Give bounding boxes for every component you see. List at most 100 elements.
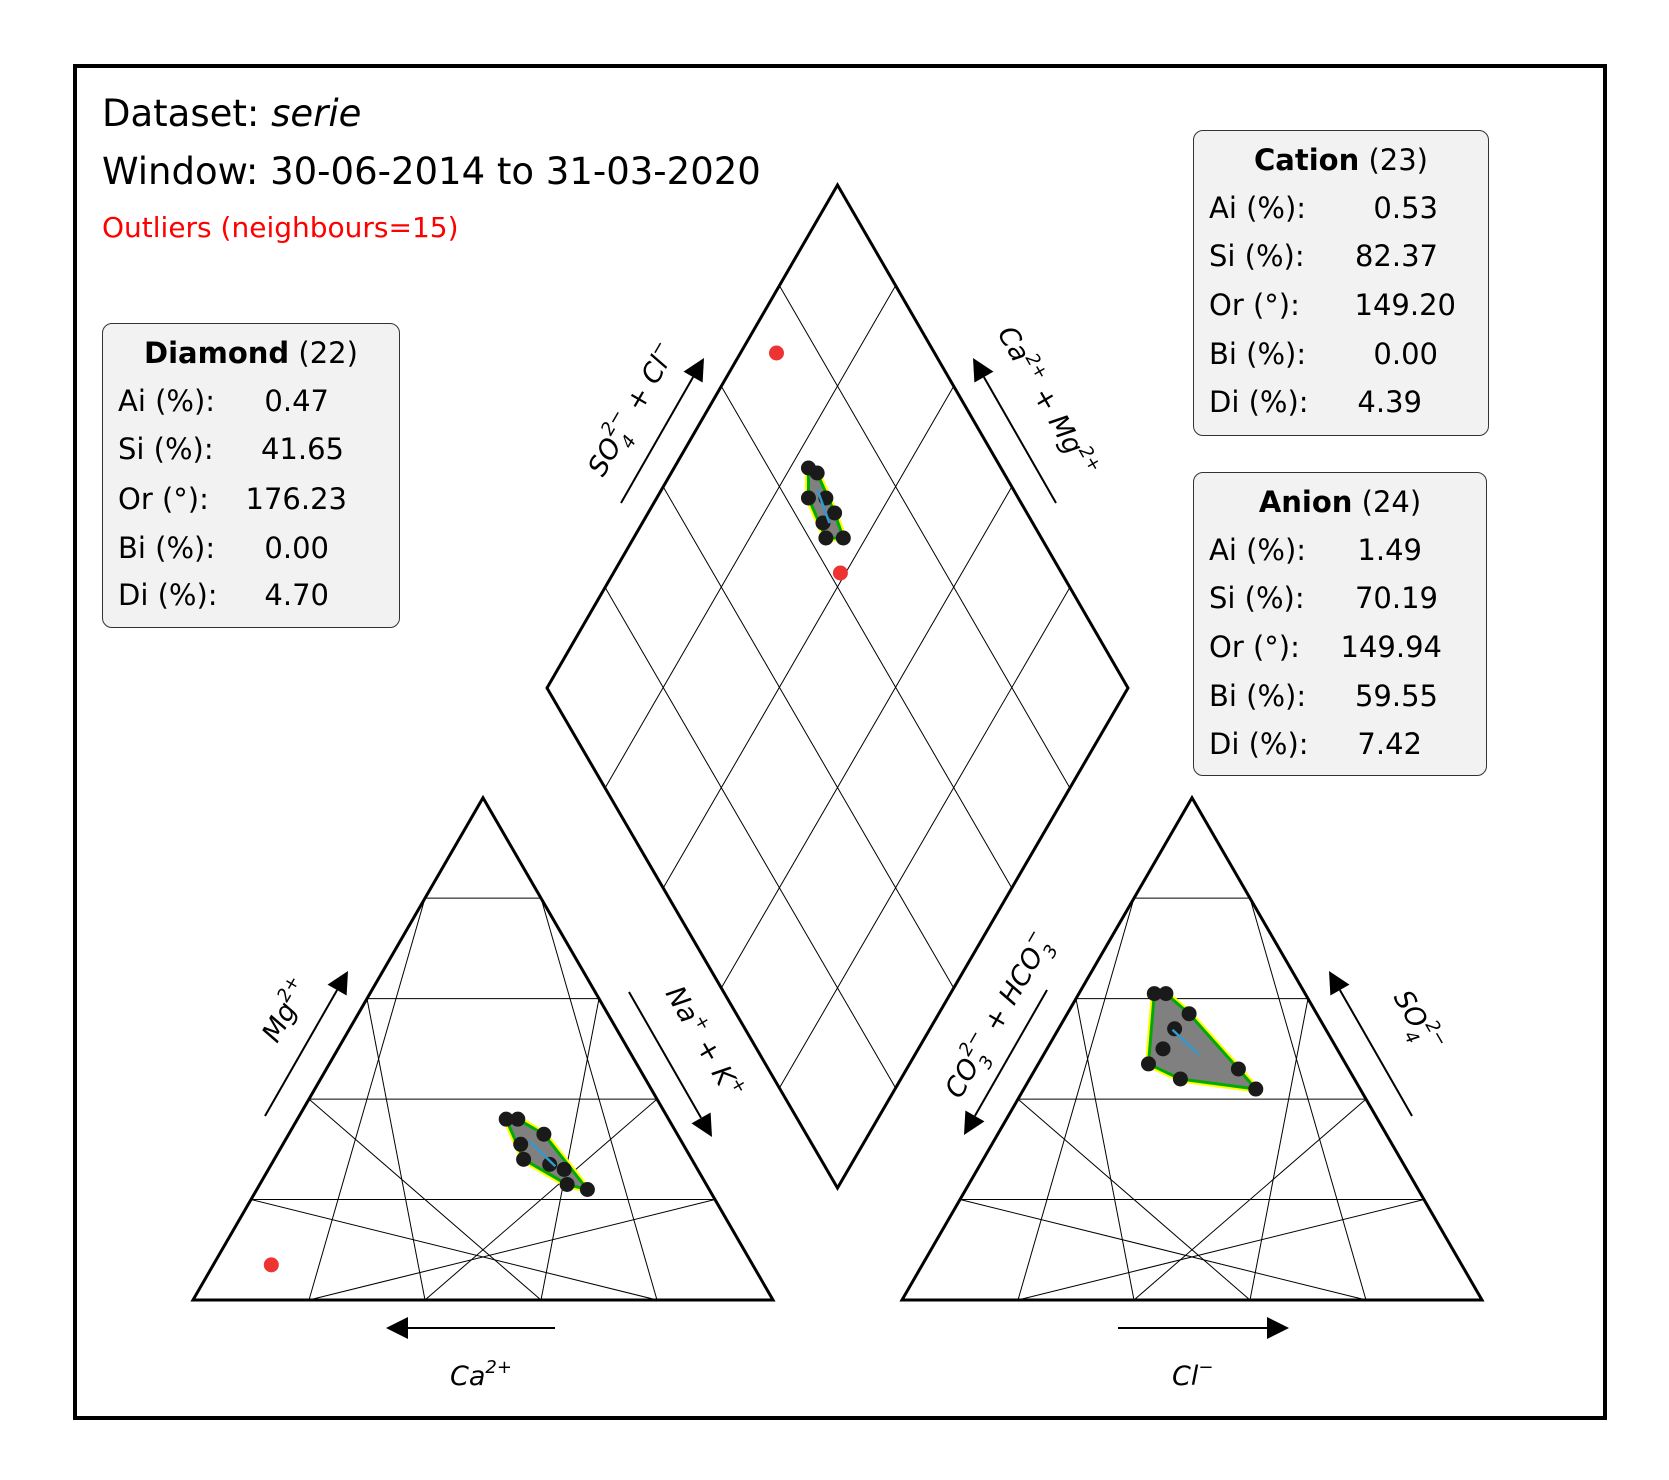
figure-frame xyxy=(73,64,1607,1420)
cation-right-axis-label: Na+ + K+ xyxy=(659,979,752,1104)
diamond-right-axis-label: Ca2+ + Mg2+ xyxy=(991,319,1106,483)
stat-label: Ai (%): xyxy=(118,384,216,418)
stat-value: 149.20 xyxy=(1354,288,1456,322)
anion-triangle-gridline xyxy=(1249,898,1367,1301)
diamond-right-axis-arrow-head xyxy=(973,358,994,383)
dataset-title: Dataset: serie xyxy=(102,92,362,135)
anion-triangle-gridline xyxy=(1133,1098,1367,1301)
anion-right-axis-arrow xyxy=(1339,989,1413,1117)
anion-stats-title: Anion (24) xyxy=(1258,485,1422,519)
anion-triangle-outline xyxy=(899,794,1485,1302)
cation-left-axis-arrow xyxy=(264,989,338,1117)
window-range: Window: 30-06-2014 to 31-03-2020 xyxy=(102,150,761,193)
anion-left-axis-label: CO32− + HCO3− xyxy=(934,925,1065,1108)
anion-bottom-axis-label: Cl− xyxy=(1172,1357,1213,1392)
anion-triangle-gridline xyxy=(1075,998,1135,1301)
cation-triangle-gridline xyxy=(540,898,658,1301)
diamond-point xyxy=(815,515,831,531)
diamond-trend-line xyxy=(816,488,831,524)
anion-right-axis-arrow-head xyxy=(1329,971,1350,996)
stat-label: Bi (%): xyxy=(1209,679,1307,713)
diamond-gridline xyxy=(720,486,1013,989)
cation-stats-box: Cation (23) Ai (%): 0.53 Si (%): 82.37 O… xyxy=(1193,130,1489,436)
diamond-outlier-point xyxy=(832,565,848,581)
stat-label: Or (°): xyxy=(118,482,209,516)
cation-point xyxy=(536,1126,552,1142)
stat-label: Ai (%): xyxy=(1209,533,1307,567)
stat-label: Or (°): xyxy=(1209,288,1300,322)
anion-point xyxy=(1158,986,1174,1002)
stat-label: Bi (%): xyxy=(118,531,216,565)
cation-bottom-axis-label: Ca2+ xyxy=(450,1357,512,1392)
cation-point xyxy=(559,1176,575,1192)
diamond-point xyxy=(827,505,843,521)
cation-left-axis-label: Mg2+ xyxy=(253,972,317,1048)
diamond-gridline xyxy=(662,486,955,989)
stat-value: 59.55 xyxy=(1354,679,1438,713)
diamond-outline xyxy=(545,182,1130,1191)
diamond-outlier-point xyxy=(768,345,784,361)
grid-layer xyxy=(250,285,1425,1301)
cation-stats-title: Cation (23) xyxy=(1254,143,1428,177)
hull-layer xyxy=(502,464,1260,1193)
stat-value: 0.47 xyxy=(264,384,329,418)
anion-triangle-gridline xyxy=(1249,998,1309,1301)
cation-triangle-outline xyxy=(190,794,776,1302)
anion-bottom-axis-arrow-head xyxy=(1267,1317,1289,1339)
stat-value: 4.39 xyxy=(1357,385,1422,419)
anion-point xyxy=(1248,1081,1264,1097)
diamond-left-axis-arrow xyxy=(620,376,694,504)
anion-trend-line xyxy=(1171,1028,1200,1056)
outliers-label: Outliers (neighbours=15) xyxy=(102,211,459,244)
diamond-stats-title: Diamond (22) xyxy=(144,336,358,370)
anion-point xyxy=(1155,1041,1171,1057)
anion-triangle-gridline xyxy=(1017,1199,1425,1301)
cation-point xyxy=(513,1136,529,1152)
cation-left-axis-arrow-head xyxy=(327,971,348,996)
diamond-stats-box: Diamond (22) Ai (%): 0.47 Si (%): 41.65 … xyxy=(102,323,400,628)
stat-value: 4.70 xyxy=(264,578,329,612)
diamond-right-axis-arrow xyxy=(983,376,1057,504)
cation-triangle-gridline xyxy=(308,1199,716,1301)
cation-triangle-gridline xyxy=(424,1098,658,1301)
anion-point xyxy=(1141,1056,1156,1072)
cation-outlier-point xyxy=(263,1257,279,1273)
cation-right-axis-arrow-head xyxy=(691,1112,712,1137)
anion-left-axis-arrow-head xyxy=(964,1110,985,1135)
stat-label: Di (%): xyxy=(1209,727,1309,761)
diamond-gridline xyxy=(720,385,1013,889)
cation-bottom-axis-arrow-head xyxy=(386,1317,408,1339)
stat-value: 176.23 xyxy=(245,482,347,516)
stat-label: Ai (%): xyxy=(1209,191,1307,225)
cation-point xyxy=(579,1181,595,1197)
diamond-gridline xyxy=(778,587,1071,1089)
stat-value: 1.49 xyxy=(1357,533,1422,567)
diamond-gridline xyxy=(662,385,955,889)
diamond-point xyxy=(818,530,834,546)
cation-trend-line xyxy=(528,1140,557,1168)
outline-layer xyxy=(190,182,1485,1302)
diamond-point xyxy=(800,490,816,506)
stat-label: Or (°): xyxy=(1209,630,1300,664)
arrow-layer xyxy=(264,358,1413,1339)
cation-point xyxy=(498,1111,514,1127)
stat-label: Bi (%): xyxy=(1209,337,1307,371)
diamond-left-axis-label: SO42− + Cl− xyxy=(577,335,690,485)
stat-label: Si (%): xyxy=(1209,581,1305,615)
anion-point xyxy=(1167,1021,1183,1037)
stat-value: 41.65 xyxy=(260,432,344,466)
diamond-gridline xyxy=(604,587,897,1089)
diamond-left-axis-arrow-head xyxy=(683,358,704,383)
stat-value: 0.53 xyxy=(1373,191,1438,225)
anion-point xyxy=(1230,1061,1246,1077)
anion-triangle-gridline xyxy=(959,1199,1367,1301)
cation-triangle-gridline xyxy=(540,998,600,1301)
cation-point xyxy=(556,1161,572,1177)
diamond-gridline xyxy=(778,285,1071,789)
cation-triangle-gridline xyxy=(250,1199,658,1301)
stat-value: 70.19 xyxy=(1354,581,1438,615)
anion-point xyxy=(1172,1071,1188,1087)
stat-value: 149.94 xyxy=(1340,630,1442,664)
anion-point xyxy=(1146,986,1162,1002)
